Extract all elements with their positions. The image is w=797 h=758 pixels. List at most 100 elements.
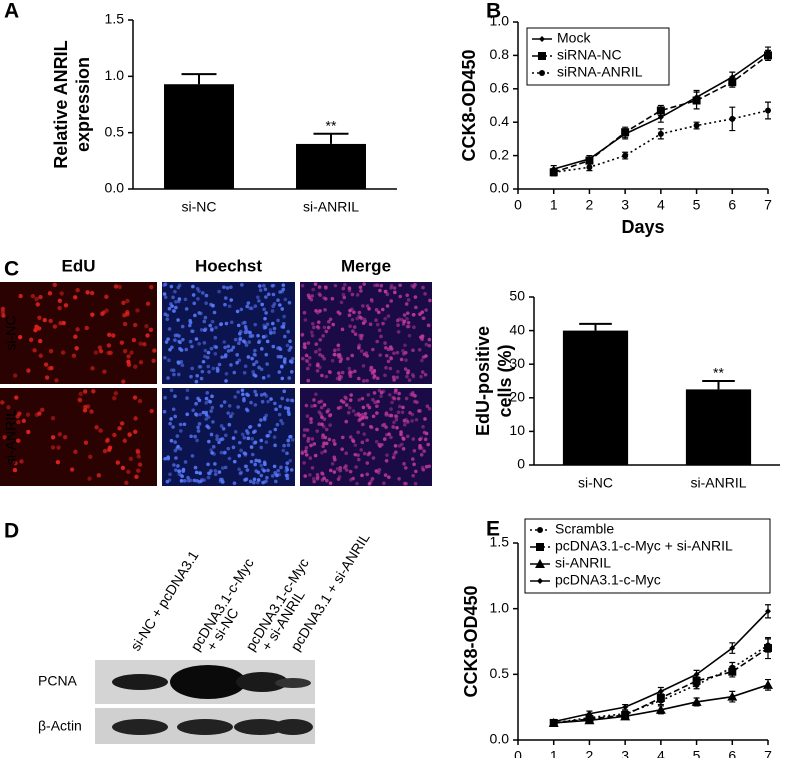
band — [112, 674, 168, 690]
cell — [263, 462, 267, 467]
cell — [321, 433, 325, 437]
cell — [217, 289, 221, 294]
cell — [117, 426, 122, 431]
cell — [282, 389, 287, 394]
micrograph-bg — [0, 388, 157, 486]
cell — [13, 461, 18, 466]
cell — [37, 326, 42, 331]
cell — [270, 474, 275, 478]
cell — [163, 395, 167, 400]
cell — [305, 428, 310, 432]
cell — [259, 393, 264, 397]
cell — [309, 443, 313, 448]
cell — [283, 334, 287, 339]
cell — [213, 462, 217, 466]
cell — [112, 432, 117, 438]
cell — [193, 465, 198, 470]
cell — [124, 480, 129, 486]
cell — [224, 371, 229, 376]
marker — [692, 676, 701, 685]
cell — [313, 403, 317, 408]
cell — [262, 307, 266, 312]
cell — [354, 413, 358, 417]
cell — [423, 292, 427, 296]
x-tick-label: si-ANRIL — [690, 475, 746, 491]
cell — [333, 457, 337, 462]
cell — [264, 440, 269, 444]
cell — [326, 319, 331, 324]
cell — [194, 470, 199, 475]
cell — [82, 408, 88, 413]
cell — [268, 430, 272, 434]
cell — [244, 464, 249, 469]
cell — [320, 373, 324, 378]
cell — [414, 305, 418, 310]
cell — [382, 437, 387, 441]
cell — [266, 468, 270, 473]
marker — [536, 543, 544, 551]
cell — [324, 329, 329, 334]
cell — [349, 370, 354, 375]
cell — [243, 364, 248, 369]
cell — [350, 317, 355, 322]
cell — [193, 434, 197, 439]
cell — [404, 396, 409, 401]
cell — [402, 313, 407, 317]
marker — [657, 688, 664, 695]
cell — [172, 372, 176, 377]
cell — [317, 285, 322, 289]
cell — [38, 294, 43, 300]
cell — [207, 471, 211, 476]
cell — [223, 345, 227, 350]
cell — [404, 358, 408, 362]
cell — [144, 323, 149, 329]
cell — [388, 366, 393, 371]
cell — [0, 306, 6, 312]
cell — [264, 295, 268, 299]
cell — [271, 344, 276, 349]
cell — [290, 438, 295, 442]
cell — [307, 355, 312, 360]
cell — [427, 464, 432, 469]
cell — [121, 379, 126, 384]
cell — [229, 363, 233, 367]
cell — [171, 368, 176, 373]
cell — [96, 473, 102, 478]
cell — [253, 389, 257, 394]
cell — [142, 342, 147, 347]
x-tick-label: 3 — [621, 748, 629, 758]
cell — [351, 439, 356, 444]
cell — [14, 395, 19, 400]
cell — [198, 471, 203, 476]
cell — [178, 447, 183, 451]
cell — [210, 327, 214, 331]
cell — [60, 350, 66, 355]
cell — [50, 415, 56, 421]
cell — [253, 348, 257, 353]
cell — [264, 311, 268, 315]
marker — [692, 96, 701, 105]
cell — [333, 442, 337, 446]
cell — [357, 310, 362, 315]
cell — [169, 388, 174, 393]
cell — [189, 374, 193, 379]
cell — [25, 412, 31, 417]
significance: ** — [713, 365, 724, 381]
cell — [256, 333, 260, 338]
cell — [303, 345, 307, 350]
cell — [184, 347, 189, 352]
cell — [405, 324, 410, 329]
cell — [242, 370, 247, 375]
cell — [336, 477, 341, 481]
panel-label: D — [4, 520, 19, 543]
marker — [655, 704, 666, 714]
cell — [235, 360, 239, 365]
cell — [344, 451, 349, 456]
x-tick-label: 5 — [693, 197, 701, 213]
cell — [169, 302, 173, 306]
cell — [243, 330, 248, 335]
cell — [223, 302, 227, 307]
cell — [286, 410, 291, 414]
marker — [765, 107, 771, 114]
cell — [402, 352, 406, 356]
